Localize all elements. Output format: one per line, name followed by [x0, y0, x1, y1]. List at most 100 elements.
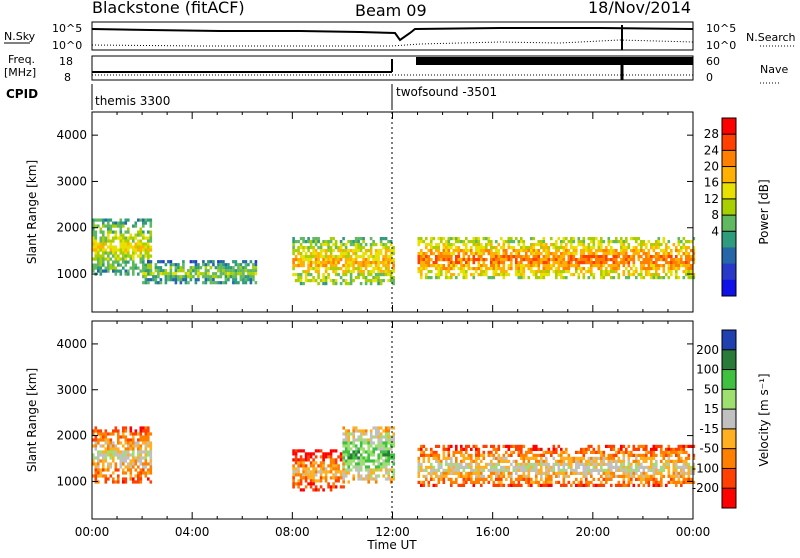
- echo-cell: [497, 252, 501, 256]
- echo-cell: [502, 261, 506, 265]
- echo-cell: [477, 471, 481, 475]
- echo-cell: [359, 477, 363, 481]
- echo-cell: [392, 462, 395, 466]
- echo-cell: [334, 279, 338, 283]
- echo-cell: [562, 249, 566, 253]
- echo-cell: [537, 243, 541, 247]
- echo-cell: [442, 480, 446, 484]
- echo-cell: [642, 276, 646, 280]
- echo-cell: [322, 464, 325, 468]
- echo-cell: [437, 249, 441, 253]
- echo-cell: [417, 459, 421, 463]
- colorbar-segment: [722, 198, 736, 216]
- echo-cell: [445, 240, 448, 244]
- echo-cell: [229, 266, 233, 270]
- echo-cell: [465, 474, 468, 478]
- echo-cell: [435, 273, 438, 277]
- echo-cell: [352, 240, 355, 244]
- echo-cell: [392, 438, 395, 442]
- echo-cell: [432, 477, 436, 481]
- echo-cell: [510, 474, 513, 478]
- echo-cell: [344, 435, 348, 439]
- echo-cell: [197, 275, 200, 279]
- echo-cell: [685, 246, 688, 250]
- echo-cell: [567, 261, 571, 265]
- echo-cell: [142, 450, 145, 454]
- echo-cell: [615, 264, 618, 268]
- echo-cell: [299, 255, 303, 259]
- echo-cell: [112, 221, 115, 225]
- echo-cell: [437, 237, 441, 241]
- echo-cell: [162, 269, 165, 273]
- echo-cell: [112, 251, 115, 255]
- echo-cell: [292, 449, 295, 453]
- echo-cell: [675, 273, 678, 277]
- echo-cell: [377, 276, 380, 280]
- echo-cell: [667, 276, 671, 280]
- echo-cell: [662, 276, 666, 280]
- echo-cell: [665, 246, 668, 250]
- echo-cell: [104, 453, 108, 457]
- echo-cell: [502, 246, 506, 250]
- echo-cell: [437, 255, 441, 259]
- echo-cell: [592, 246, 596, 250]
- echo-cell: [555, 459, 558, 463]
- echo-cell: [640, 276, 643, 280]
- echo-cell: [329, 261, 333, 265]
- echo-cell: [687, 240, 691, 244]
- echo-cell: [652, 480, 656, 484]
- echo-cell: [387, 450, 390, 454]
- echo-cell: [127, 438, 130, 442]
- echo-cell: [670, 480, 673, 484]
- echo-cell: [117, 257, 120, 261]
- echo-cell: [197, 263, 200, 267]
- echo-cell: [535, 465, 538, 469]
- echo-cell: [475, 471, 478, 475]
- echo-cell: [465, 447, 468, 451]
- echo-cell: [337, 255, 340, 259]
- echo-cell: [542, 270, 546, 274]
- echo-cell: [482, 246, 486, 250]
- echo-cell: [610, 468, 613, 472]
- echo-cell: [117, 263, 120, 267]
- echo-cell: [657, 258, 661, 262]
- echo-cell: [502, 276, 506, 280]
- echo-cell: [97, 480, 100, 484]
- echo-cell: [132, 477, 135, 481]
- echo-cell: [127, 251, 130, 255]
- echo-cell: [369, 282, 373, 286]
- echo-cell: [139, 227, 143, 231]
- echo-cell: [372, 267, 375, 271]
- echo-cell: [587, 483, 591, 487]
- echo-cell: [622, 261, 626, 265]
- echo-cell: [107, 245, 110, 249]
- echo-cell: [517, 462, 521, 466]
- echo-cell: [364, 264, 368, 268]
- echo-cell: [552, 255, 556, 259]
- echo-cell: [555, 249, 558, 253]
- echo-cell: [617, 273, 621, 277]
- echo-cell: [442, 249, 446, 253]
- echo-cell: [547, 474, 551, 478]
- echo-cell: [374, 465, 378, 469]
- echo-cell: [129, 441, 133, 445]
- echo-cell: [162, 260, 165, 264]
- echo-cell: [342, 459, 345, 463]
- echo-cell: [495, 264, 498, 268]
- echo-cell: [362, 459, 365, 463]
- echo-cell: [122, 257, 125, 261]
- echo-cell: [144, 435, 148, 439]
- echo-cell: [577, 264, 581, 268]
- velocity-data: [92, 426, 696, 492]
- echo-cell: [470, 468, 473, 472]
- echo-cell: [347, 438, 350, 442]
- echo-cell: [460, 240, 463, 244]
- echo-cell: [450, 273, 453, 277]
- echo-cell: [662, 453, 666, 457]
- echo-cell: [627, 462, 631, 466]
- echo-cell: [389, 261, 393, 265]
- echo-cell: [437, 459, 441, 463]
- echo-cell: [104, 447, 108, 451]
- echo-cell: [114, 248, 118, 252]
- echo-cell: [422, 444, 426, 448]
